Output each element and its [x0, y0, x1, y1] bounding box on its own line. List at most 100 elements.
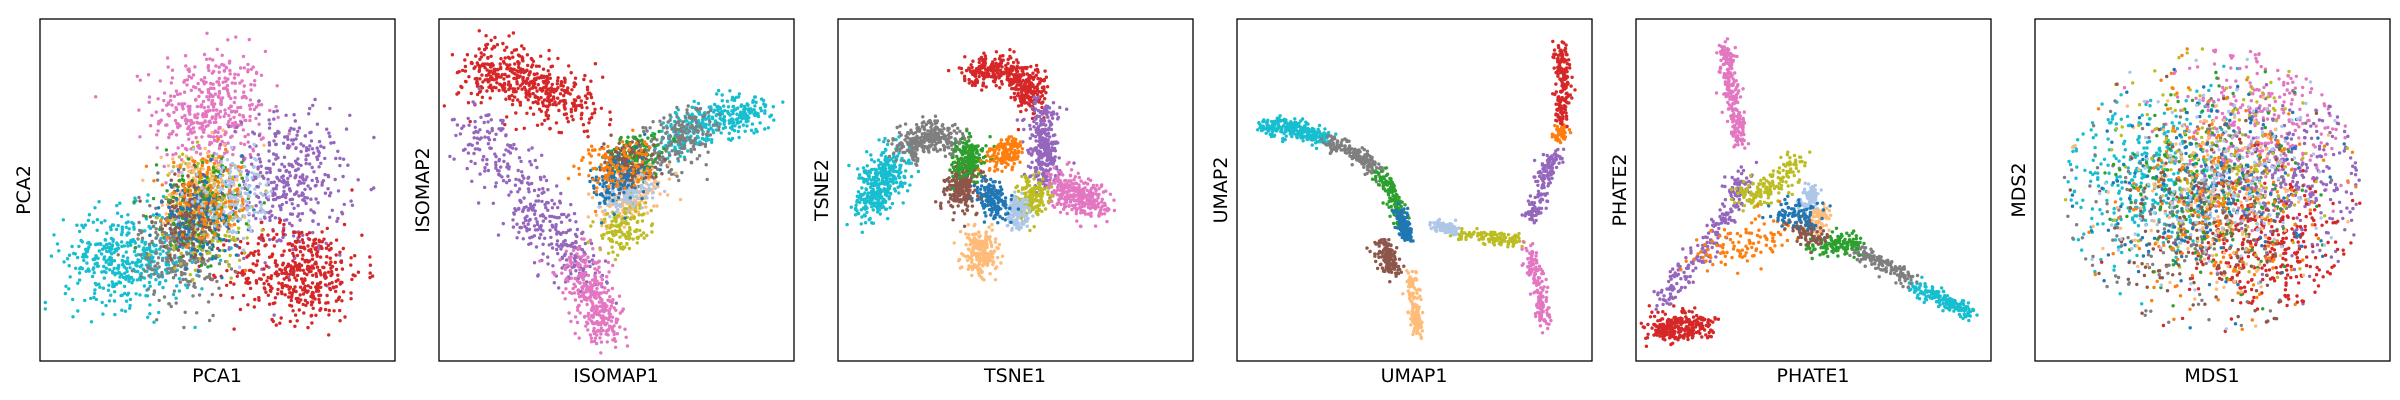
- scatter-point: [260, 233, 264, 237]
- scatter-point: [609, 117, 613, 122]
- scatter-point: [667, 136, 671, 141]
- scatter-point: [289, 304, 294, 308]
- scatter-point: [164, 148, 169, 152]
- scatter-point: [208, 189, 213, 193]
- scatter-point: [641, 125, 645, 130]
- scatter-point: [701, 132, 705, 136]
- scatter-point: [533, 72, 537, 77]
- scatter-point: [534, 217, 538, 221]
- scatter-point: [609, 319, 614, 323]
- scatter-point: [205, 95, 209, 99]
- scatter-point: [243, 191, 247, 195]
- scatter-point: [157, 310, 161, 315]
- scatter-point: [277, 281, 281, 285]
- scatter-point: [463, 58, 467, 62]
- scatter-point: [144, 214, 148, 219]
- scatter-point: [157, 298, 161, 303]
- scatter-point: [486, 80, 490, 84]
- scatter-point: [485, 42, 490, 46]
- scatter-point: [558, 199, 562, 203]
- scatter-point: [179, 206, 183, 210]
- scatter-point: [561, 291, 565, 295]
- scatter-point: [138, 135, 142, 139]
- scatter-point: [254, 281, 259, 285]
- scatter-point: [216, 205, 220, 209]
- scatter-point: [336, 273, 340, 277]
- scatter-point: [507, 193, 511, 197]
- scatter-point: [159, 274, 164, 278]
- scatter-point: [228, 253, 232, 258]
- scatter-point: [539, 54, 543, 58]
- scatter-point: [253, 157, 257, 161]
- scatter-point: [316, 222, 321, 226]
- scatter-point: [192, 130, 196, 134]
- scatter-point: [155, 133, 159, 137]
- scatter-point: [269, 209, 273, 213]
- scatter-point: [302, 199, 307, 203]
- scatter-point: [573, 276, 577, 281]
- scatter-point: [557, 215, 561, 220]
- scatter-point: [526, 187, 531, 191]
- scatter-point: [342, 222, 347, 227]
- scatter-point: [499, 118, 503, 123]
- scatter-point: [460, 68, 465, 73]
- scatter-point: [675, 115, 679, 119]
- scatter-point: [195, 104, 200, 109]
- scatter-point: [292, 289, 296, 293]
- scatter-point: [714, 113, 718, 118]
- scatter-point: [600, 308, 604, 313]
- scatter-point: [226, 91, 230, 96]
- scatter-point: [256, 103, 261, 107]
- scatter-point: [529, 241, 533, 246]
- scatter-point: [517, 61, 521, 65]
- scatter-point: [232, 327, 236, 331]
- scatter-point: [127, 227, 131, 231]
- scatter-point: [771, 105, 775, 109]
- scatter-point: [372, 135, 376, 140]
- scatter-point: [226, 141, 230, 145]
- scatter-point: [214, 117, 218, 121]
- scatter-point: [712, 110, 716, 114]
- scatter-point: [168, 183, 173, 187]
- scatter-point: [249, 88, 253, 92]
- scatter-point: [62, 260, 66, 264]
- scatter-point: [262, 273, 266, 277]
- scatter-point: [89, 296, 93, 301]
- scatter-point: [133, 261, 138, 265]
- scatter-point: [496, 233, 501, 237]
- scatter-point: [114, 282, 118, 286]
- scatter-point: [276, 115, 280, 120]
- scatter-point: [168, 253, 172, 258]
- scatter-point: [605, 340, 609, 344]
- scatter-point: [182, 102, 187, 106]
- scatter-point: [293, 119, 297, 123]
- scatter-point: [299, 149, 303, 154]
- scatter-point: [241, 236, 246, 241]
- scatter-point: [507, 165, 511, 169]
- scatter-point: [216, 163, 221, 167]
- scatter-point: [529, 56, 534, 61]
- scatter-point: [205, 233, 209, 237]
- scatter-point: [131, 222, 136, 226]
- scatter-point: [174, 183, 179, 187]
- scatter-point: [541, 219, 545, 223]
- scatter-point: [172, 222, 176, 227]
- scatter-point: [600, 320, 605, 325]
- scatter-point: [189, 193, 193, 197]
- scatter-point: [232, 109, 237, 114]
- scatter-point: [161, 285, 165, 290]
- scatter-point: [291, 267, 296, 271]
- scatter-point: [187, 108, 191, 112]
- scatter-point: [543, 203, 547, 207]
- scatter-point: [540, 122, 544, 126]
- scatter-point: [483, 135, 487, 139]
- scatter-point: [526, 222, 530, 226]
- scatter-point: [227, 239, 231, 243]
- scatter-point: [310, 321, 314, 325]
- scatter-point: [501, 221, 505, 226]
- scatter-point: [239, 105, 243, 110]
- scatter-point: [156, 274, 160, 278]
- scatter-point: [495, 81, 499, 85]
- scatter-point: [292, 192, 297, 197]
- scatter-point: [156, 233, 160, 237]
